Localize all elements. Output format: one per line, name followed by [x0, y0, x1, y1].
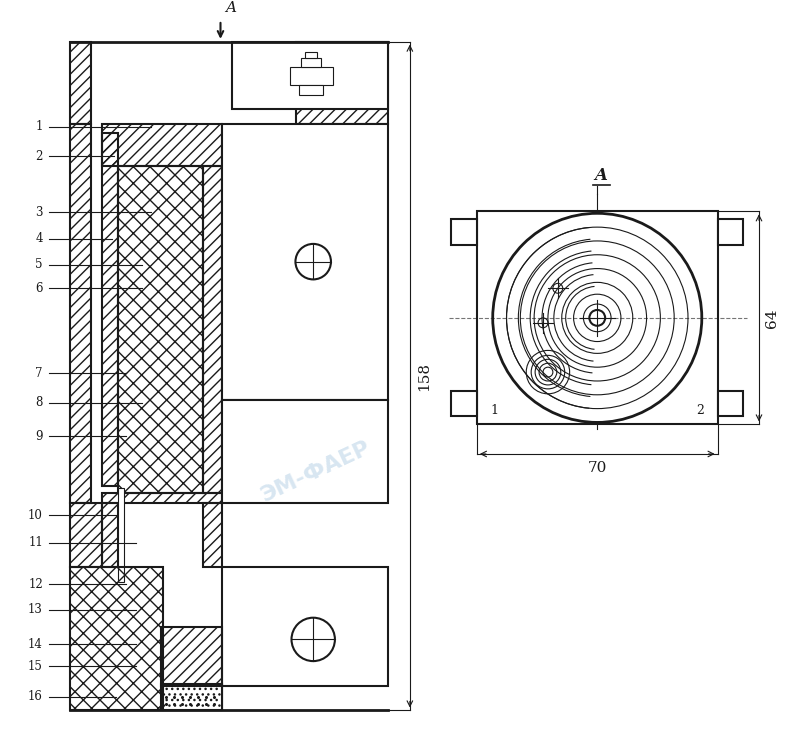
Text: 8: 8	[35, 396, 43, 409]
Text: 10: 10	[28, 508, 43, 522]
Bar	[297, 41, 388, 124]
Circle shape	[493, 213, 702, 423]
Text: 1: 1	[490, 404, 498, 417]
Text: 15: 15	[28, 659, 43, 673]
Text: 2: 2	[696, 404, 704, 417]
Text: 14: 14	[28, 638, 43, 651]
Bar	[70, 41, 91, 124]
Text: 9: 9	[35, 430, 43, 443]
Bar	[118, 488, 124, 582]
Bar	[102, 124, 222, 166]
Bar	[302, 58, 321, 67]
Bar	[451, 219, 477, 245]
Text: ЭМ-ФАЕР: ЭМ-ФАЕР	[258, 437, 374, 506]
Bar	[70, 124, 91, 503]
Text: 6: 6	[35, 282, 43, 295]
Text: 3: 3	[35, 206, 43, 219]
Bar	[102, 503, 118, 568]
Bar	[232, 41, 388, 109]
Bar	[290, 67, 333, 85]
Text: A: A	[226, 1, 237, 15]
Text: 158: 158	[417, 362, 430, 391]
Bar	[222, 124, 388, 400]
Text: 5: 5	[35, 258, 43, 271]
Text: 11: 11	[28, 536, 43, 549]
Bar	[162, 684, 222, 710]
Bar	[102, 133, 118, 485]
Bar	[306, 52, 317, 58]
Text: A: A	[594, 166, 608, 184]
Bar	[70, 503, 102, 568]
Bar	[162, 627, 222, 686]
Bar	[718, 391, 743, 417]
Bar	[477, 212, 718, 424]
Text: 64: 64	[765, 308, 779, 328]
Text: 7: 7	[35, 366, 43, 380]
Bar	[718, 219, 743, 245]
Bar	[118, 166, 202, 494]
Bar	[202, 503, 222, 568]
Text: 16: 16	[28, 690, 43, 703]
Bar	[202, 166, 222, 494]
Bar	[222, 400, 388, 503]
Bar	[451, 391, 477, 417]
Text: 13: 13	[28, 603, 43, 616]
Bar	[299, 85, 323, 95]
Bar	[70, 568, 163, 710]
Text: 4: 4	[35, 232, 43, 246]
Circle shape	[295, 244, 331, 280]
Text: 70: 70	[587, 461, 607, 475]
Text: 12: 12	[28, 578, 43, 591]
Bar	[162, 684, 222, 710]
Bar	[102, 494, 222, 503]
Circle shape	[590, 310, 605, 326]
Circle shape	[291, 618, 335, 661]
Text: 2: 2	[35, 149, 43, 163]
Bar	[222, 568, 388, 686]
Text: 1: 1	[35, 120, 43, 133]
